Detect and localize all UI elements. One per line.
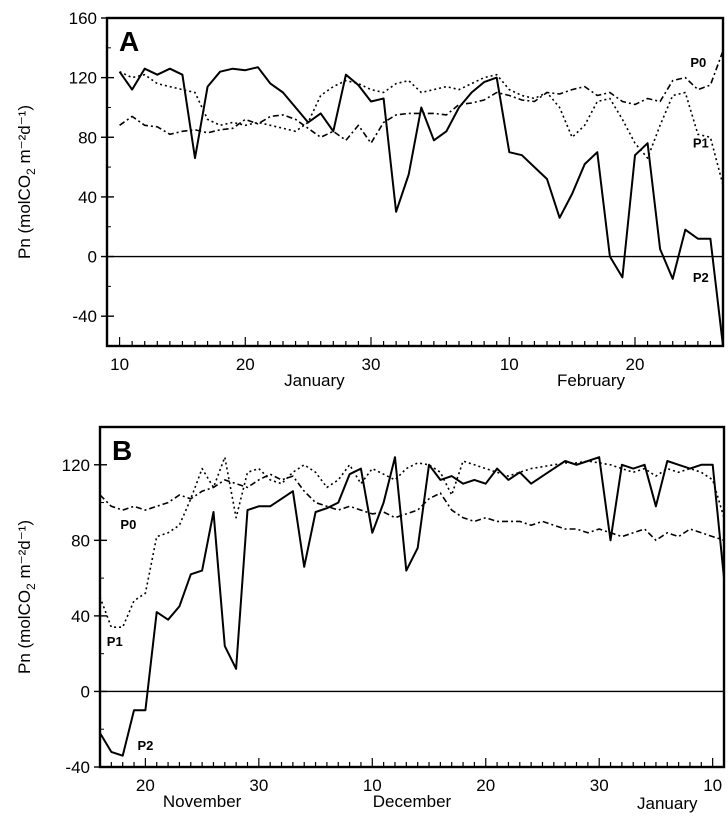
series-label: P2 [693,270,709,285]
y-tick-label: -40 [72,307,97,326]
chart-panel-b: 20 30 10 20 30 10 November December January -40 0 4… [15,425,726,813]
chart-panel-a: 10 20 30 10 20 January February -40 0 40 80 120 160 P… [15,9,725,390]
series-label: P0 [690,55,706,70]
y-axis-label: Pn (molCO2 m⁻²d⁻¹) [15,105,38,259]
x-tick-label: 20 [476,776,495,795]
series-label: P1 [693,136,709,151]
series-line-p1 [99,456,725,629]
y-axis-label-main: Pn (molCO [15,590,34,674]
y-axis-label-sub: 2 [24,168,38,175]
y-tick-label: 0 [81,682,90,701]
series-line-p0 [99,473,725,542]
y-tick-label: 80 [78,128,97,147]
series-line-p1 [119,70,724,186]
x-tick-label: 10 [363,776,382,795]
y-tick-label: 80 [71,531,90,550]
y-tick-label: 0 [88,248,97,267]
y-tick-label: 40 [78,188,97,207]
plot-frame [98,425,726,769]
panel-label: A [119,26,139,57]
x-tick-label: 20 [236,355,255,374]
x-tick-label: 10 [703,776,722,795]
series-line-p0 [119,50,724,144]
x-tick-label: 10 [500,355,519,374]
plot-frame [105,16,725,348]
y-axis-label-main: Pn (molCO [15,175,34,259]
series-line-p2 [99,456,725,757]
y-axis-label-units: m⁻²d⁻¹) [15,105,34,168]
month-label: February [557,371,626,390]
series-line-p2 [118,66,724,347]
y-tick-label: 120 [69,69,97,88]
x-tick-label: 30 [590,776,609,795]
y-tick-label: 120 [62,456,90,475]
series-label: P1 [107,634,123,649]
y-axis-label-units: m⁻²d⁻¹) [15,520,34,583]
series-label: P2 [137,738,153,753]
y-tick-label: 160 [69,9,97,28]
month-label: January [284,371,345,390]
x-tick-label: 30 [249,776,268,795]
x-tick-label: 30 [362,355,381,374]
month-label: January [637,794,698,813]
y-tick-label: -40 [65,758,90,777]
x-tick-label: 20 [136,776,155,795]
month-label: November [163,792,242,811]
x-tick-label: 10 [110,355,129,374]
month-label: December [373,792,452,811]
panel-label: B [112,435,132,466]
series-label: P0 [120,517,136,532]
y-axis-label-sub: 2 [24,583,38,590]
y-tick-label: 40 [71,607,90,626]
x-tick-label: 20 [626,355,645,374]
y-axis-label: Pn (molCO2 m⁻²d⁻¹) [15,520,38,674]
